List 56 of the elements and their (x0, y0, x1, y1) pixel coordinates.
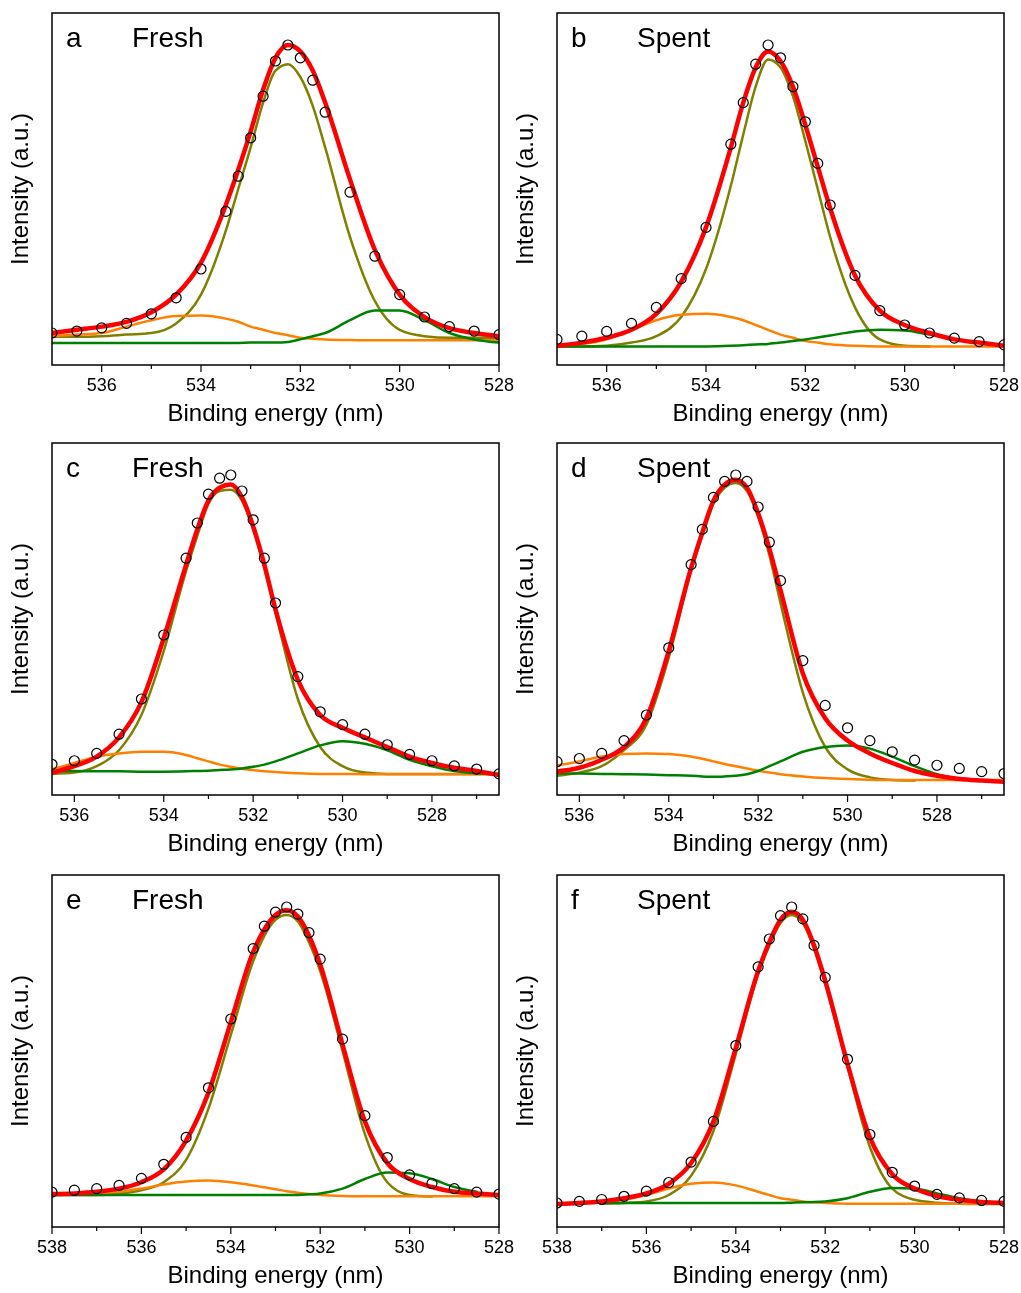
chart-subtitle: Fresh (132, 884, 204, 915)
x-tick-label: 534 (720, 1237, 751, 1257)
x-tick-label: 530 (832, 805, 863, 825)
chart-title: c (66, 452, 80, 483)
x-tick-label: 534 (185, 375, 217, 395)
x-tick-label: 536 (59, 805, 90, 825)
x-tick-label: 532 (810, 1237, 841, 1257)
x-tick-label: 532 (743, 805, 774, 825)
x-axis-title: Binding energy (nm) (167, 399, 384, 426)
x-tick-label: 530 (889, 375, 920, 395)
x-axis-title: Binding energy (nm) (167, 829, 384, 856)
x-tick-label: 528 (921, 805, 952, 825)
y-axis-title: Intensity (a.u.) (6, 112, 33, 266)
chart-title: b (571, 22, 587, 53)
chart-title: f (571, 884, 579, 915)
x-tick-label: 530 (384, 375, 415, 395)
y-axis-title: Intensity (a.u.) (6, 542, 33, 696)
x-axis-title: Binding energy (nm) (167, 1261, 384, 1288)
x-tick-label: 530 (899, 1237, 930, 1257)
x-tick-label: 528 (988, 1237, 1020, 1257)
chart-title: a (66, 22, 82, 53)
x-tick-label: 536 (631, 1237, 662, 1257)
chart-subtitle: Spent (637, 884, 711, 915)
x-tick-label: 534 (148, 805, 179, 825)
y-axis-title: Intensity (a.u.) (511, 542, 538, 696)
x-tick-label: 538 (541, 1237, 573, 1257)
x-tick-label: 534 (215, 1237, 246, 1257)
x-tick-label: 536 (126, 1237, 157, 1257)
y-axis-title: Intensity (a.u.) (511, 974, 538, 1128)
x-axis-title: Binding energy (nm) (672, 1261, 889, 1288)
x-tick-label: 532 (305, 1237, 336, 1257)
x-tick-label: 536 (86, 375, 117, 395)
x-tick-label: 528 (483, 1237, 515, 1257)
x-tick-label: 536 (564, 805, 595, 825)
chart-title: d (571, 452, 587, 483)
chart-subtitle: Spent (637, 452, 711, 483)
chart-subtitle: Fresh (132, 22, 204, 53)
x-tick-label: 528 (988, 375, 1020, 395)
y-axis-title: Intensity (a.u.) (511, 112, 538, 266)
chart-subtitle: Spent (637, 22, 711, 53)
chart-subtitle: Fresh (132, 452, 204, 483)
x-tick-label: 532 (285, 375, 316, 395)
x-tick-label: 532 (238, 805, 269, 825)
x-tick-label: 528 (483, 375, 515, 395)
x-tick-label: 528 (416, 805, 447, 825)
x-tick-label: 538 (36, 1237, 68, 1257)
x-axis-title: Binding energy (nm) (672, 399, 889, 426)
x-tick-label: 530 (394, 1237, 425, 1257)
chart-title: e (66, 884, 82, 915)
x-tick-label: 536 (591, 375, 622, 395)
y-axis-title: Intensity (a.u.) (6, 974, 33, 1128)
x-tick-label: 532 (790, 375, 821, 395)
x-axis-title: Binding energy (nm) (672, 829, 889, 856)
x-tick-label: 530 (327, 805, 358, 825)
x-tick-label: 534 (653, 805, 684, 825)
x-tick-label: 534 (690, 375, 722, 395)
